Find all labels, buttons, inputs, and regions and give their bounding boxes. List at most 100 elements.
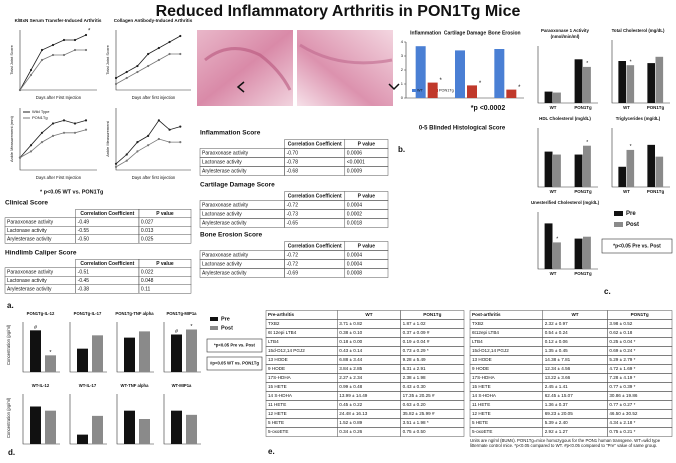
- table-cell-text: 0.022: [141, 269, 154, 275]
- data-point: [62, 38, 66, 42]
- table-cell-text: -0.72: [287, 202, 299, 208]
- table-cell-text: 0.013: [141, 228, 154, 234]
- chart-title: WT-TNF alpha: [121, 383, 150, 388]
- axis-line: [115, 30, 191, 91]
- table-cell-text: 0.048: [141, 278, 154, 284]
- legend-swatch: [210, 326, 218, 330]
- table-cell-text: <0.0001: [347, 159, 365, 165]
- table-cell-text: LTB4: [268, 339, 279, 344]
- table-cell-text: 0.43 ± 0.30: [403, 384, 426, 389]
- table-cell-text: 12.34 ± 4.56: [545, 366, 571, 371]
- table-cell-text: 0.75 ± 0.21 *: [609, 429, 635, 434]
- chart-title: Collagen Antibody-Induced Arthritis: [114, 18, 193, 23]
- table-cell-text: 13.22 ± 3.66: [545, 375, 571, 380]
- data-point: [40, 48, 44, 52]
- table-header: P value: [358, 243, 376, 249]
- table-cell-text: Lactonase activity: [7, 228, 47, 234]
- table-cell-text: 0.0006: [347, 150, 363, 156]
- table-cell-text: TXB2: [472, 321, 484, 326]
- bar: [655, 156, 664, 187]
- table-cell-text: 15d-D12,14 PGJ2: [268, 348, 305, 353]
- table-cell-text: 14 S-HDHA: [472, 393, 497, 398]
- bar: [467, 85, 477, 98]
- y-tick-label: 2: [401, 67, 404, 72]
- table-cell-text: -0.38: [78, 286, 90, 292]
- table-cell-text: 69.23 ± 20.05: [545, 411, 574, 416]
- legend-swatch: [210, 317, 218, 321]
- table-header: Post-arthritis: [472, 312, 501, 317]
- table-cell-text: TXB2: [268, 321, 280, 326]
- data-point: [73, 48, 77, 52]
- table-cell-text: Arylesterase activity: [202, 220, 247, 226]
- table-header: Correlation Coefficient: [80, 211, 134, 217]
- data-point: [40, 141, 44, 144]
- bar: [655, 56, 664, 103]
- data-point: [179, 52, 182, 56]
- bar: [583, 145, 591, 187]
- table-cell-text: 1.35 ± 0.45: [545, 348, 568, 353]
- table-cell-text: 15d-D12,14 PGJ2: [472, 348, 509, 353]
- table-cell-text: 6.88 ± 3.44: [339, 357, 362, 362]
- category-label: Inflammation: [410, 30, 441, 36]
- table-cell-text: 3.51 ± 1.98 *: [403, 420, 429, 425]
- data-point: [136, 64, 139, 68]
- table-title: Inflammation Score: [200, 130, 261, 137]
- table-cell: [344, 166, 389, 176]
- table-cell-text: 0.75 ± 0.50: [403, 429, 426, 434]
- table-cell-text: Lactonase activity: [202, 261, 242, 267]
- table-cell-text: -0.70: [287, 150, 299, 156]
- bar: [647, 144, 655, 187]
- data-point: [114, 165, 118, 168]
- table-cell-text: 5.39 ± 2.40: [545, 420, 568, 425]
- legend-swatch: [412, 89, 416, 92]
- table-title: Cartilage Damage Score: [200, 182, 275, 189]
- panel-label: b.: [398, 145, 405, 154]
- table-cell-text: 0.19 ± 0.04 #: [403, 339, 430, 344]
- data-point: [40, 58, 44, 62]
- table-cell-text: -0.68: [287, 168, 299, 174]
- data-point: [136, 150, 139, 153]
- table-cell-text: 15 HETE: [472, 384, 491, 389]
- significance-label: #: [34, 325, 38, 331]
- data-point: [29, 150, 33, 153]
- chart-title: PON1Tg-IL-17: [74, 311, 102, 316]
- data-point: [51, 43, 55, 47]
- table-cell-text: 0.0018: [347, 220, 363, 226]
- table-cell-text: Lactonase activity: [7, 278, 47, 284]
- tissue-texture: [204, 47, 292, 91]
- significance-label: #: [175, 329, 179, 335]
- data-point: [51, 134, 55, 137]
- panel-label: e.: [268, 447, 275, 456]
- annotation: *: [88, 29, 91, 35]
- table-header: PON1Tg: [631, 312, 649, 317]
- bar: [171, 334, 182, 372]
- significance-note: #p<0.05 WT vs. PON1Tg: [210, 361, 259, 366]
- y-axis-label: Concentration (pg/ml): [6, 397, 11, 438]
- table-cell-text: 7.28 ± 4.19 *: [609, 375, 635, 380]
- x-tick-label: WT: [550, 105, 557, 110]
- table-cell-text: 0.54 ± 0.24: [545, 330, 568, 335]
- legend-label: PON1Tg: [439, 89, 454, 93]
- table-title: Bone Erosion Score: [200, 232, 263, 239]
- table-header: Correlation Coefficient: [80, 261, 134, 267]
- data-point: [179, 34, 182, 38]
- bar: [618, 61, 626, 103]
- legend-label: PON1Tg: [32, 115, 48, 120]
- footnote-box: Units are ng/ml (BUMs). PON1Tg=mice homo…: [470, 438, 660, 448]
- data-point: [157, 137, 160, 141]
- data-point: [62, 131, 66, 134]
- table-cell-text: 14 S-HDHA: [268, 393, 293, 398]
- table-cell-text: 0.0004: [347, 261, 363, 267]
- data-point: [136, 141, 139, 144]
- bar: [647, 63, 655, 103]
- bar: [124, 337, 135, 372]
- data-point: [136, 70, 139, 74]
- table-cell-text: 17.35 ± 20.25 #: [403, 393, 435, 398]
- data-point: [40, 131, 44, 134]
- table-header: P value: [358, 141, 376, 147]
- x-tick-label: PON1Tg: [574, 271, 592, 276]
- bar: [583, 66, 591, 103]
- table-cell-text: 4.34 ± 2.18 *: [609, 420, 635, 425]
- table-cell-text: 11 HETE: [472, 402, 490, 407]
- table-cell-text: 2.32 ± 0.97: [545, 321, 568, 326]
